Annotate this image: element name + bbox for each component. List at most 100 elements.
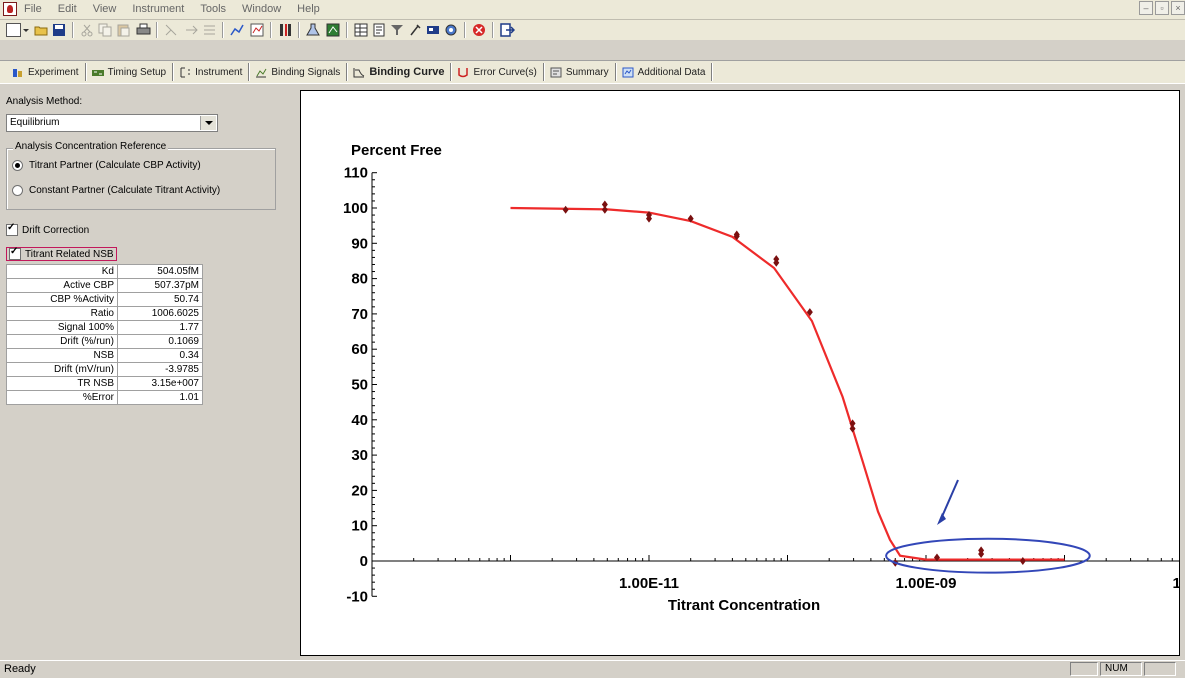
minimize-button[interactable]: – <box>1139 1 1153 15</box>
table-icon[interactable] <box>354 23 369 37</box>
instrument-icon <box>179 67 191 78</box>
toolbar-separator <box>346 22 348 38</box>
additional-data-icon <box>622 67 634 78</box>
data-point <box>933 553 940 562</box>
checkbox-checked-icon[interactable] <box>6 222 18 236</box>
radio-constant-partner[interactable]: Constant Partner (Calculate Titrant Acti… <box>12 185 220 196</box>
tool-a-icon[interactable] <box>164 23 179 37</box>
columns-icon[interactable] <box>278 23 293 37</box>
tab-summary[interactable]: Summary <box>544 63 616 81</box>
menu-tools[interactable]: Tools <box>200 3 227 15</box>
radio-titrant-partner-label: Titrant Partner (Calculate CBP Activity) <box>29 160 201 171</box>
graph-icon[interactable] <box>326 23 341 37</box>
tab-row: Experiment Timing Setup Instrument Bindi… <box>6 63 713 81</box>
restore-button[interactable]: ▫ <box>1155 1 1169 15</box>
x-axis-title: Titrant Concentration <box>668 597 820 614</box>
tab-label: Summary <box>565 66 609 78</box>
menu-instrument[interactable]: Instrument <box>132 3 185 15</box>
status-pane-num: NUM <box>1100 662 1142 676</box>
filter-icon[interactable] <box>390 23 405 37</box>
drift-correction-checkbox[interactable]: Drift Correction <box>6 222 89 236</box>
app-icon[interactable] <box>3 2 17 16</box>
result-value: 1.01 <box>117 390 203 405</box>
radio-selected-icon[interactable] <box>12 160 23 171</box>
copy-icon[interactable] <box>98 23 113 37</box>
binding-curve-plot: -10 0 10 20 30 40 50 60 70 80 90 100 110 1.00E-11 1.00… <box>300 90 1180 656</box>
menu-window[interactable]: Window <box>242 3 282 15</box>
pipette-icon[interactable] <box>408 23 423 37</box>
result-label: Ratio <box>6 306 118 321</box>
y-tick-label: 10 <box>351 518 368 535</box>
binding-curve-icon <box>353 67 365 78</box>
print-icon[interactable] <box>136 23 151 37</box>
radio-constant-partner-label: Constant Partner (Calculate Titrant Acti… <box>29 185 221 196</box>
toolbar-separator <box>72 22 74 38</box>
menu-edit[interactable]: Edit <box>57 3 77 15</box>
chart-b-icon[interactable] <box>250 23 265 37</box>
fit-curve <box>510 206 1065 561</box>
tab-binding-signals[interactable]: Binding Signals <box>249 63 348 81</box>
tab-error-curves[interactable]: Error Curve(s) <box>451 63 544 81</box>
menu-bar: File Edit View Instrument Tools Window H… <box>0 0 1185 20</box>
stop-icon[interactable] <box>472 23 487 37</box>
table-row: Signal 100% 1.77 <box>6 320 203 335</box>
settings-icon[interactable] <box>444 23 459 37</box>
tab-instrument[interactable]: Instrument <box>173 63 250 81</box>
concentration-reference-label: Analysis Concentration Reference <box>13 141 169 152</box>
menu-help[interactable]: Help <box>297 3 320 15</box>
result-label: Kd <box>6 264 118 279</box>
tab-additional-data[interactable]: Additional Data <box>616 63 713 81</box>
tab-experiment[interactable]: Experiment <box>6 63 86 81</box>
tab-timing-setup[interactable]: Timing Setup <box>86 63 174 81</box>
new-file-icon[interactable] <box>6 23 21 37</box>
table-row: Ratio 1006.6025 <box>6 306 203 321</box>
titrant-nsb-checkbox[interactable]: Titrant Related NSB <box>6 246 117 261</box>
menu-file[interactable]: File <box>24 3 42 15</box>
paste-icon[interactable] <box>116 23 131 37</box>
result-value: -3.9785 <box>117 362 203 377</box>
exit-icon[interactable] <box>500 23 516 37</box>
close-button[interactable]: × <box>1171 1 1185 15</box>
y-tick-label: 40 <box>351 412 368 429</box>
status-text: Ready <box>4 663 36 675</box>
report-icon[interactable] <box>372 23 387 37</box>
tab-label: Instrument <box>195 66 243 78</box>
toolbar-separator <box>492 22 494 38</box>
analysis-method-label: Analysis Method: <box>6 96 83 107</box>
radio-unselected-icon[interactable] <box>12 185 23 196</box>
result-value: 0.34 <box>117 348 203 363</box>
tab-binding-curve[interactable]: Binding Curve <box>347 63 452 81</box>
result-value: 1006.6025 <box>117 306 203 321</box>
table-row: Active CBP 507.37pM <box>6 278 203 293</box>
pointer-arrow-line <box>940 479 959 520</box>
menu-view[interactable]: View <box>92 3 117 15</box>
tool-b-icon[interactable] <box>184 23 199 37</box>
data-point <box>806 308 813 317</box>
flask-icon[interactable] <box>306 23 321 37</box>
chevron-down-icon[interactable] <box>200 116 216 130</box>
result-label: Active CBP <box>6 278 118 293</box>
instrument-run-icon[interactable] <box>426 23 441 37</box>
y-tick-label: 30 <box>351 447 368 464</box>
tool-c-icon[interactable] <box>202 23 217 37</box>
y-tick-label: 0 <box>360 553 368 570</box>
result-label: TR NSB <box>6 376 118 391</box>
analysis-method-select[interactable]: Equilibrium <box>6 114 218 132</box>
pointer-arrow-head <box>937 513 946 525</box>
radio-titrant-partner[interactable]: Titrant Partner (Calculate CBP Activity) <box>12 160 201 171</box>
cut-icon[interactable] <box>80 23 95 37</box>
checkbox-checked-icon[interactable] <box>9 246 21 260</box>
result-label: Signal 100% <box>6 320 118 335</box>
toolbar-separator <box>270 22 272 38</box>
result-value: 507.37pM <box>117 278 203 293</box>
y-tick-label: 50 <box>351 377 368 394</box>
results-table: Kd 504.05fM Active CBP 507.37pM CBP %Activit… <box>6 264 203 405</box>
chart-a-icon[interactable] <box>230 23 245 37</box>
tab-label: Binding Signals <box>271 66 341 78</box>
open-folder-icon[interactable] <box>34 23 49 37</box>
toolbar-separator <box>464 22 466 38</box>
save-icon[interactable] <box>52 23 67 37</box>
new-dropdown-icon[interactable] <box>22 23 30 37</box>
tab-label: Timing Setup <box>107 66 167 78</box>
menu-items: File Edit View Instrument Tools Window H… <box>24 3 320 15</box>
